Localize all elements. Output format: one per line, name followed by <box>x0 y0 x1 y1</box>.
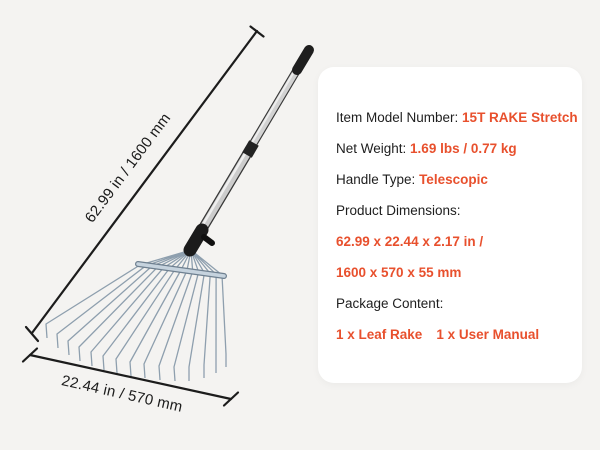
spec-handle-type: Handle Type: Telescopic <box>336 164 566 195</box>
spec-model-number-label: Item Model Number: <box>336 110 463 125</box>
spec-dimensions-in-value: 62.99 x 22.44 x 2.17 in / <box>336 234 484 249</box>
width-dimension-tick-left <box>21 347 39 363</box>
length-dimension-tick-top <box>249 25 265 38</box>
rake-adjuster <box>183 223 209 257</box>
spec-package-heading: Package Content: <box>336 288 566 319</box>
spec-model-number: Item Model Number: 15T RAKE Stretch <box>336 102 578 133</box>
spec-net-weight-label: Net Weight: <box>336 141 411 156</box>
width-dimension-tick-right <box>222 391 240 407</box>
handle-lock-collar <box>242 140 259 158</box>
length-dimension-tick-bottom <box>24 325 40 343</box>
spec-handle-type-label: Handle Type: <box>336 172 420 187</box>
spec-net-weight: Net Weight: 1.69 lbs / 0.77 kg <box>336 133 566 164</box>
adjuster-lever <box>201 234 215 246</box>
spec-net-weight-value: 1.69 lbs / 0.77 kg <box>410 141 517 156</box>
spec-handle-type-value: Telescopic <box>419 172 488 187</box>
length-dimension-line <box>30 29 259 335</box>
spec-dimensions-label: Product Dimensions: <box>336 203 461 218</box>
dimension-lines <box>21 25 265 407</box>
spec-package-item-manual: 1 x User Manual <box>436 327 540 342</box>
spec-package-items: 1 x Leaf Rake 1 x User Manual <box>336 319 566 350</box>
spec-dimensions-heading: Product Dimensions: <box>336 195 566 226</box>
rake-handle <box>183 45 314 257</box>
handle-grip <box>292 45 314 75</box>
spec-dimensions-mm-value: 1600 x 570 x 55 mm <box>336 265 462 280</box>
spec-dimensions-inches: 62.99 x 22.44 x 2.17 in / <box>336 226 566 257</box>
spec-card: Item Model Number: 15T RAKE Stretch Net … <box>318 67 582 383</box>
width-dimension-line <box>28 353 233 401</box>
rake-tines <box>45 249 227 382</box>
spec-dimensions-mm: 1600 x 570 x 55 mm <box>336 257 566 288</box>
spec-model-number-value: 15T RAKE Stretch <box>462 110 578 125</box>
spec-package-item-rake: 1 x Leaf Rake <box>336 327 423 342</box>
spec-package-label: Package Content: <box>336 296 444 311</box>
rake-crossbar <box>135 261 227 279</box>
